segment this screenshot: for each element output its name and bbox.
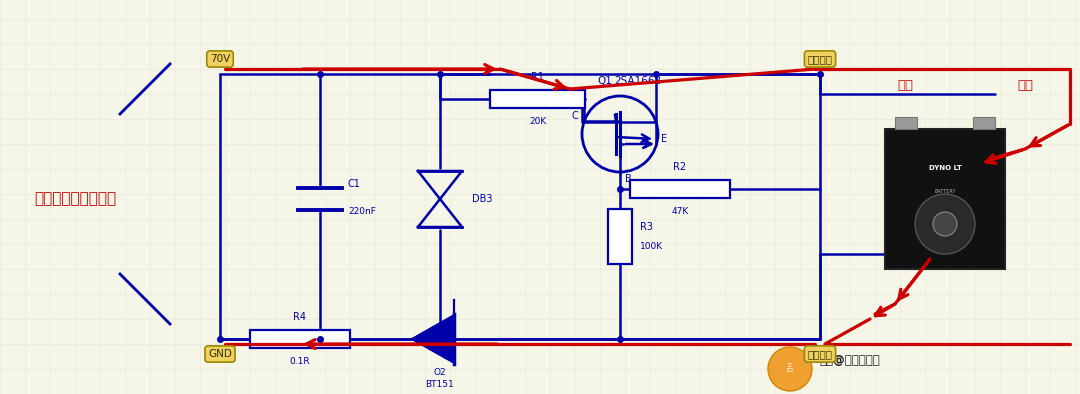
Circle shape	[915, 194, 975, 254]
Text: 电路
一点通: 电路 一点通	[786, 363, 794, 372]
Text: R4: R4	[294, 312, 307, 322]
Text: B: B	[625, 174, 632, 184]
Text: 20K: 20K	[529, 117, 546, 126]
Text: GND: GND	[208, 349, 232, 359]
Bar	[973, 117, 995, 129]
Text: 头条@硬件大不同: 头条@硬件大不同	[820, 355, 880, 368]
Text: Q1: Q1	[597, 76, 612, 86]
Text: R3: R3	[640, 221, 653, 232]
Text: 0.1R: 0.1R	[289, 357, 310, 366]
Polygon shape	[411, 315, 454, 363]
Bar	[490, 90, 585, 108]
Text: 47K: 47K	[672, 207, 689, 216]
Circle shape	[768, 347, 812, 391]
Text: R1: R1	[531, 72, 544, 82]
Circle shape	[933, 212, 957, 236]
Text: C1: C1	[348, 179, 361, 189]
Bar	[885, 129, 1005, 269]
Text: 2SA1662: 2SA1662	[615, 76, 662, 86]
Text: 70V: 70V	[210, 54, 230, 64]
Text: 电池负极: 电池负极	[808, 349, 833, 359]
Text: 电池正极: 电池正极	[808, 54, 833, 64]
Text: 负极: 负极	[897, 79, 913, 92]
Text: 100K: 100K	[640, 242, 663, 251]
Bar	[608, 209, 632, 264]
Bar	[249, 330, 350, 348]
Text: DB3: DB3	[472, 194, 492, 204]
Text: 充电器电源次级输出: 充电器电源次级输出	[33, 191, 116, 206]
Text: BT151: BT151	[426, 380, 455, 389]
Text: R2: R2	[674, 162, 687, 172]
Text: C: C	[571, 111, 579, 121]
Bar	[895, 117, 917, 129]
Text: DYNO LT: DYNO LT	[929, 165, 961, 171]
Bar	[630, 180, 730, 198]
Text: E: E	[661, 134, 667, 144]
Text: BATTERY: BATTERY	[934, 190, 956, 195]
Text: O2: O2	[434, 368, 446, 377]
Text: 220nF: 220nF	[348, 207, 376, 216]
Text: 正极: 正极	[1017, 79, 1032, 92]
